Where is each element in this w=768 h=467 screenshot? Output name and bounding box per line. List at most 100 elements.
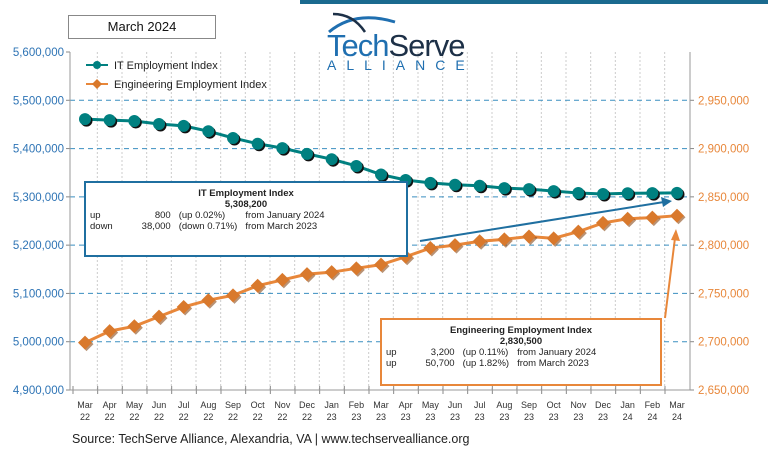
left-axis-tick-label: 5,300,000 [13,192,64,204]
comparison: from January 2024 [245,210,325,221]
it-data-point [449,178,461,191]
eng-data-point [620,211,635,226]
x-tick-label-year: 23 [499,412,509,422]
x-tick-label-month: Jan [324,400,339,410]
left-axis-tick-label: 5,400,000 [13,144,64,156]
it-data-point [572,186,585,199]
legend-it-label: IT Employment Index [114,60,218,72]
change: 3,200 [430,347,455,358]
direction: up [386,347,397,358]
it-box-table: up 800 (up 0.02%) from January 2024 down 38,… [86,210,329,232]
comparison: from March 2023 [517,358,589,369]
it-data-point [153,117,165,130]
eng-data-point [78,335,92,350]
it-data-point [251,137,264,150]
right-axis-tick-label: 2,950,000 [698,95,749,107]
x-tick-label-year: 22 [105,412,115,422]
eng-data-point [423,241,438,256]
it-data-point [523,183,535,196]
eng-data-point [102,324,117,339]
it-data-point [301,147,313,160]
it-data-point [375,168,387,181]
it-box-value: 5,308,200 [224,199,268,210]
left-axis-tick-label: 5,100,000 [13,288,64,300]
x-tick-label-year: 24 [672,412,682,422]
x-tick-label-year: 23 [598,412,608,422]
x-tick-label-month: Nov [570,400,587,410]
change: 50,700 [425,358,455,369]
x-tick-label-month: Sep [225,400,241,410]
legend: IT Employment Index Engineering Employme… [86,60,267,91]
x-tick-label-year: 23 [549,412,559,422]
right-axis-tick-label: 2,800,000 [698,240,749,252]
right-axis-tick-label: 2,650,000 [698,385,749,397]
x-tick-label-month: Nov [274,400,291,410]
direction: down [90,221,113,232]
x-tick-label-month: Mar [373,400,389,410]
x-tick-label-year: 22 [228,412,238,422]
legend-eng-marker [92,79,102,89]
x-tick-label-year: 23 [327,412,337,422]
left-axis-tick-label: 5,000,000 [13,337,64,349]
x-tick-label-year: 22 [154,412,164,422]
eng-data-point [324,265,339,280]
x-tick-label-year: 22 [80,412,90,422]
it-data-point [202,125,215,138]
it-data-point [128,115,141,128]
legend-eng-label: Engineering Employment Index [114,79,267,91]
eng-data-point [275,272,290,287]
eng-data-point [472,234,487,249]
x-tick-label-year: 22 [203,412,213,422]
x-tick-label-month: May [126,400,144,410]
x-tick-label-year: 23 [475,412,485,422]
it-data-point [177,119,190,132]
x-tick-label-month: Jun [152,400,167,410]
eng-arrow [664,237,676,319]
x-tick-label-month: Jul [178,400,190,410]
x-tick-label-year: 24 [647,412,657,422]
x-tick-label-year: 23 [401,412,411,422]
x-tick-label-month: Dec [595,400,612,410]
it-data-point [79,113,91,126]
comparison: from March 2023 [245,221,318,232]
x-tick-label-month: Dec [299,400,316,410]
eng-data-point [250,278,265,293]
direction: up [90,210,101,221]
left-axis-tick-label: 5,500,000 [13,95,64,107]
left-axis-tick-label: 4,900,000 [13,385,64,397]
eng-box-title: Engineering Employment Index [450,325,592,336]
change: 38,000 [141,221,171,232]
x-tick-label-month: Jan [620,400,635,410]
x-tick-label-month: Oct [547,400,562,410]
it-data-point [227,131,239,144]
x-tick-label-month: Mar [77,400,93,410]
it-data-point [325,153,338,166]
logo-swoosh-icon [328,12,396,34]
it-data-point [547,185,560,198]
eng-box-table: up 3,200 (up 0.11%) from January 2024 up 50,… [382,347,600,369]
x-tick-label-year: 22 [179,412,189,422]
top-bar [300,0,768,4]
x-tick-label-month: Mar [669,400,685,410]
x-tick-label-month: Jul [474,400,486,410]
eng-data-point [522,229,536,244]
left-axis-tick-label: 5,600,000 [13,47,64,59]
x-tick-label-year: 23 [376,412,386,422]
it-arrow [419,201,665,242]
x-tick-label-month: Sep [521,400,537,410]
change: 800 [154,210,171,221]
eng-arrow-head [671,229,680,241]
x-tick-label-year: 22 [302,412,312,422]
eng-data-point [448,238,462,253]
right-axis-tick-label: 2,900,000 [698,144,749,156]
eng-data-point [201,293,216,308]
comparison: from January 2024 [517,347,597,358]
direction: up [386,358,397,369]
x-tick-label-month: May [422,400,440,410]
eng-data-point [127,319,142,334]
x-tick-label-year: 23 [450,412,460,422]
annotation-arrows [419,197,680,319]
it-data-point [671,186,683,199]
it-summary-box: IT Employment Index 5,308,200 up 800 (up 0… [84,181,408,257]
